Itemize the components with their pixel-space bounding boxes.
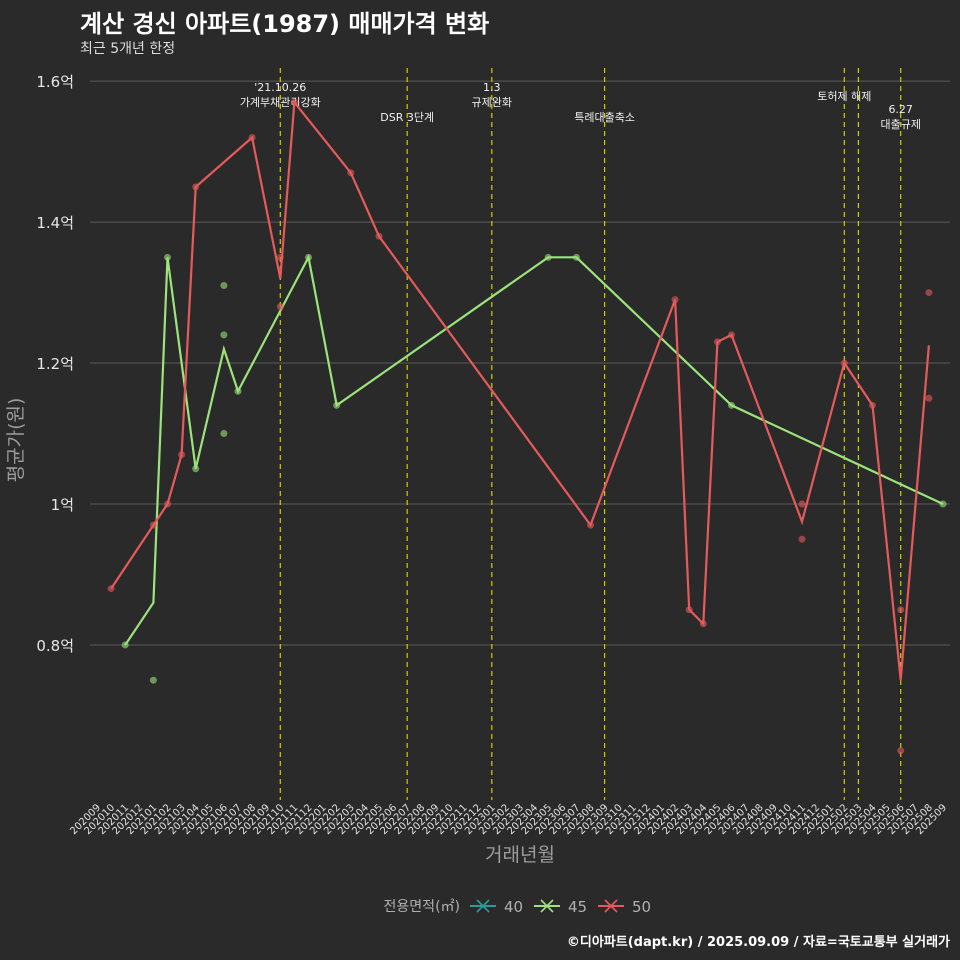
data-point-45 <box>728 401 735 409</box>
event-label: 6.27 <box>888 103 913 116</box>
x-axis-title: 거래년월 <box>485 844 555 866</box>
data-point-50 <box>290 98 298 106</box>
series-line-50 <box>110 99 930 681</box>
data-point-50 <box>375 232 383 240</box>
data-point-50 <box>728 331 735 339</box>
data-point-50 <box>798 500 806 508</box>
data-point-45 <box>939 500 947 508</box>
data-point-50 <box>925 289 933 297</box>
data-point-45 <box>572 253 580 261</box>
data-point-50 <box>798 535 806 543</box>
data-point-50 <box>276 303 284 311</box>
data-point-45 <box>220 282 228 290</box>
chart-subtitle: 최근 5개년 한정 <box>80 41 176 57</box>
chart-caption: ©디아파트(dapt.kr) / 2025.09.09 / 자료=국토교통부 실… <box>566 935 950 950</box>
data-point-50 <box>685 606 693 614</box>
data-point-50 <box>897 747 905 755</box>
data-point-45 <box>121 641 129 649</box>
event-label: DSR 3단계 <box>380 111 434 124</box>
y-tick-label: 1.2억 <box>36 355 74 373</box>
series-line-45 <box>124 254 944 646</box>
data-point-45 <box>149 676 157 684</box>
data-point-50 <box>699 620 707 628</box>
y-tick-label: 1억 <box>51 496 74 514</box>
data-point-50 <box>347 169 355 177</box>
data-point-45 <box>164 253 171 261</box>
data-point-50 <box>840 359 848 367</box>
data-point-50 <box>276 253 284 261</box>
y-tick-label: 0.8억 <box>36 637 74 655</box>
legend-label-50: 50 <box>632 898 651 916</box>
data-point-45 <box>544 253 552 261</box>
data-point-45 <box>305 253 312 261</box>
y-tick-label: 1.4억 <box>36 214 74 232</box>
legend-swatch-cross-40 <box>476 899 490 913</box>
y-tick-label: 1.6억 <box>36 73 74 91</box>
chart-title: 계산 경신 아파트(1987) 매매가격 변화 <box>80 10 490 38</box>
event-label: 대출규제 <box>880 118 920 131</box>
event-label: '21.10.26 <box>254 81 306 94</box>
data-point-45 <box>192 465 200 473</box>
data-point-50 <box>671 296 679 304</box>
data-point-50 <box>107 585 115 593</box>
data-point-50 <box>897 606 905 614</box>
event-label: 가계부채관리강화 <box>240 96 321 109</box>
data-point-50 <box>587 521 594 529</box>
data-point-45 <box>220 331 228 339</box>
data-point-50 <box>149 521 157 529</box>
data-point-50 <box>869 401 876 409</box>
legend-swatch-cross-50 <box>604 899 618 913</box>
data-point-45 <box>220 430 228 438</box>
data-point-45 <box>234 387 242 395</box>
data-point-50 <box>178 451 186 459</box>
legend-swatch-cross-45 <box>540 899 554 913</box>
data-point-50 <box>713 338 721 346</box>
data-point-50 <box>164 500 171 508</box>
legend-title: 전용면적(㎡) <box>384 899 460 915</box>
legend-label-40: 40 <box>504 898 523 916</box>
data-point-50 <box>925 394 933 402</box>
event-label: 토허제 해제 <box>817 89 871 103</box>
y-axis-title: 평균가(원) <box>5 398 27 483</box>
event-label: 1.3 <box>483 81 501 94</box>
data-point-45 <box>333 401 341 409</box>
legend-label-45: 45 <box>568 898 587 916</box>
data-point-50 <box>248 134 256 142</box>
data-point-50 <box>192 183 200 191</box>
event-label: 특례대출축소 <box>574 111 635 124</box>
event-label: 규제완화 <box>472 96 512 109</box>
